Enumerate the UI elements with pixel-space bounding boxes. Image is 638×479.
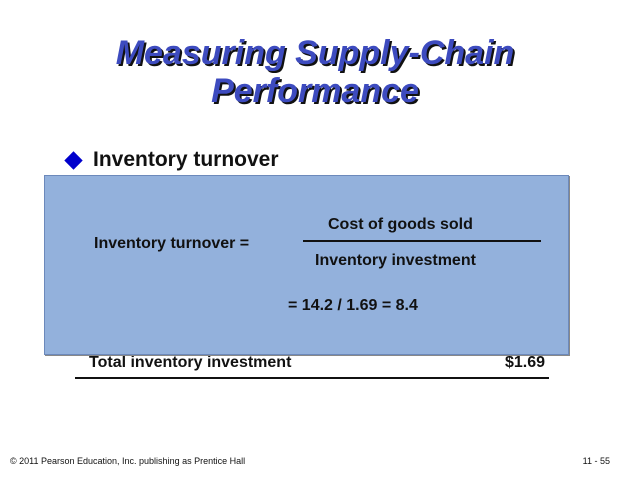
diamond-bullet-icon	[64, 150, 83, 170]
bullet-text: Inventory turnover	[93, 148, 279, 171]
total-investment-value: $1.69	[504, 354, 545, 371]
formula-box	[44, 175, 569, 355]
total-investment-row: Total inventory investment $1.69	[75, 352, 549, 379]
slide-title: Measuring Supply-Chain Performance	[60, 34, 570, 110]
formula-denominator: Inventory investment	[315, 252, 476, 269]
slide-title-line-2: Performance	[211, 72, 419, 110]
footer-copyright: © 2011 Pearson Education, Inc. publishin…	[10, 456, 246, 466]
bullet-item: Inventory turnover	[62, 147, 279, 173]
fraction-bar	[303, 240, 541, 242]
formula-result: = 14.2 / 1.69 = 8.4	[288, 297, 418, 314]
slide-title-line-1: Measuring Supply-Chain	[115, 34, 515, 72]
formula-left-label: Inventory turnover =	[94, 235, 250, 252]
footer-page-number: 11 - 55	[582, 456, 610, 466]
formula-numerator: Cost of goods sold	[328, 216, 473, 233]
total-investment-label: Total inventory investment	[89, 354, 292, 371]
